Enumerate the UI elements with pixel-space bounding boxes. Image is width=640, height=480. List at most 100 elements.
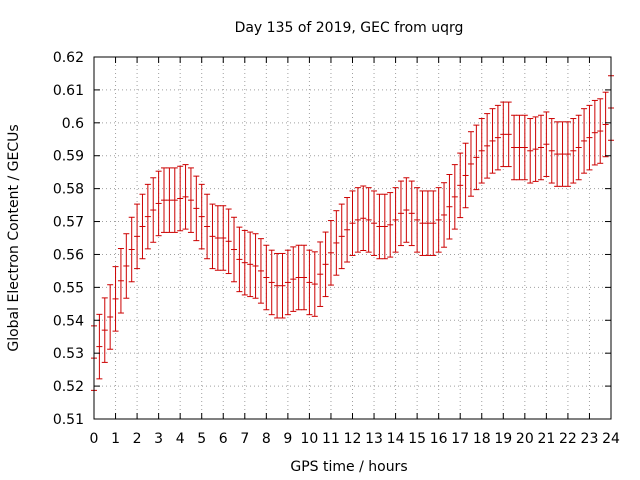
data-point <box>214 205 221 271</box>
data-point <box>134 203 141 270</box>
x-tick-label: 21 <box>537 431 555 447</box>
y-tick-label: 0.52 <box>53 379 84 395</box>
x-tick-label: 10 <box>301 431 319 447</box>
data-point <box>489 108 496 174</box>
x-tick-label: 16 <box>430 431 448 447</box>
data-point <box>225 208 232 275</box>
data-point <box>344 197 351 263</box>
data-point <box>193 175 200 242</box>
y-tick-label: 0.58 <box>53 182 84 198</box>
data-point <box>548 118 555 184</box>
data-point <box>559 121 566 187</box>
data-point <box>112 266 119 332</box>
data-point <box>532 116 539 182</box>
data-point <box>354 187 361 253</box>
x-tick-label: 15 <box>408 431 426 447</box>
data-point <box>322 231 329 298</box>
data-point <box>586 104 593 171</box>
data-point <box>295 244 302 311</box>
data-point <box>371 190 378 256</box>
data-point <box>257 238 264 304</box>
data-point <box>414 187 421 253</box>
data-point <box>591 99 598 166</box>
data-point <box>376 193 383 260</box>
data-point <box>247 231 254 298</box>
data-point <box>204 193 211 260</box>
data-point <box>597 98 604 164</box>
y-tick-label: 0.61 <box>53 83 84 99</box>
data-point <box>311 251 318 317</box>
data-point <box>117 248 124 314</box>
data-point <box>570 118 577 184</box>
data-point <box>360 185 367 252</box>
x-tick-label: 13 <box>365 431 383 447</box>
y-tick-label: 0.51 <box>53 412 84 428</box>
data-point <box>473 124 480 191</box>
data-point <box>365 187 372 253</box>
data-point <box>484 113 491 179</box>
data-point <box>241 229 248 296</box>
data-point <box>187 167 194 233</box>
data-point <box>575 114 582 181</box>
x-tick-label: 18 <box>473 431 491 447</box>
data-point <box>564 121 571 187</box>
data-point <box>327 220 334 286</box>
data-point <box>602 91 609 158</box>
x-tick-label: 24 <box>602 431 620 447</box>
x-tick-label: 0 <box>90 431 99 447</box>
y-tick-label: 0.59 <box>53 149 84 165</box>
data-point <box>101 297 108 363</box>
data-point <box>467 131 474 197</box>
data-point <box>177 165 184 232</box>
x-tick-label: 20 <box>516 431 534 447</box>
data-point <box>511 114 518 181</box>
y-tick-label: 0.57 <box>53 215 84 231</box>
data-point <box>155 170 162 237</box>
data-point <box>171 167 178 233</box>
data-series <box>91 75 614 391</box>
x-tick-label: 19 <box>494 431 512 447</box>
data-point <box>494 104 501 171</box>
x-tick-label: 2 <box>133 431 142 447</box>
data-point <box>435 187 442 253</box>
data-point <box>128 216 135 283</box>
data-point <box>198 183 205 250</box>
y-tick-label: 0.55 <box>53 280 84 296</box>
data-point <box>516 114 523 181</box>
data-point <box>123 233 130 299</box>
data-point <box>392 187 399 253</box>
data-point <box>462 142 469 209</box>
data-point <box>543 111 550 177</box>
x-tick-label: 1 <box>111 431 120 447</box>
data-point <box>408 180 415 247</box>
data-point <box>290 246 297 312</box>
data-point <box>338 203 345 270</box>
y-tick-label: 0.53 <box>53 346 84 362</box>
data-point <box>166 167 173 233</box>
data-point <box>333 210 340 276</box>
data-point <box>96 313 103 380</box>
data-point <box>279 252 286 319</box>
data-point <box>430 190 437 256</box>
data-point <box>274 252 281 319</box>
data-point <box>220 205 227 271</box>
x-tick-label: 17 <box>451 431 469 447</box>
data-point <box>505 101 512 168</box>
x-tick-label: 22 <box>559 431 577 447</box>
data-point <box>387 192 394 258</box>
axes: 0 1 2 3 4 5 6 7 8 9 10 11 12 13 14 15 16 17 18 19 20 21 22 23 24… <box>53 50 620 447</box>
data-point <box>306 249 313 316</box>
x-tick-label: 14 <box>387 431 405 447</box>
data-point <box>252 233 259 299</box>
data-point <box>403 177 410 243</box>
data-point <box>527 118 534 184</box>
data-point <box>236 226 243 293</box>
data-point <box>397 180 404 247</box>
data-point <box>182 164 189 230</box>
data-point <box>451 164 458 230</box>
data-point <box>301 244 308 311</box>
data-point <box>446 173 453 240</box>
y-tick-label: 0.62 <box>53 50 84 66</box>
x-tick-label: 23 <box>581 431 599 447</box>
